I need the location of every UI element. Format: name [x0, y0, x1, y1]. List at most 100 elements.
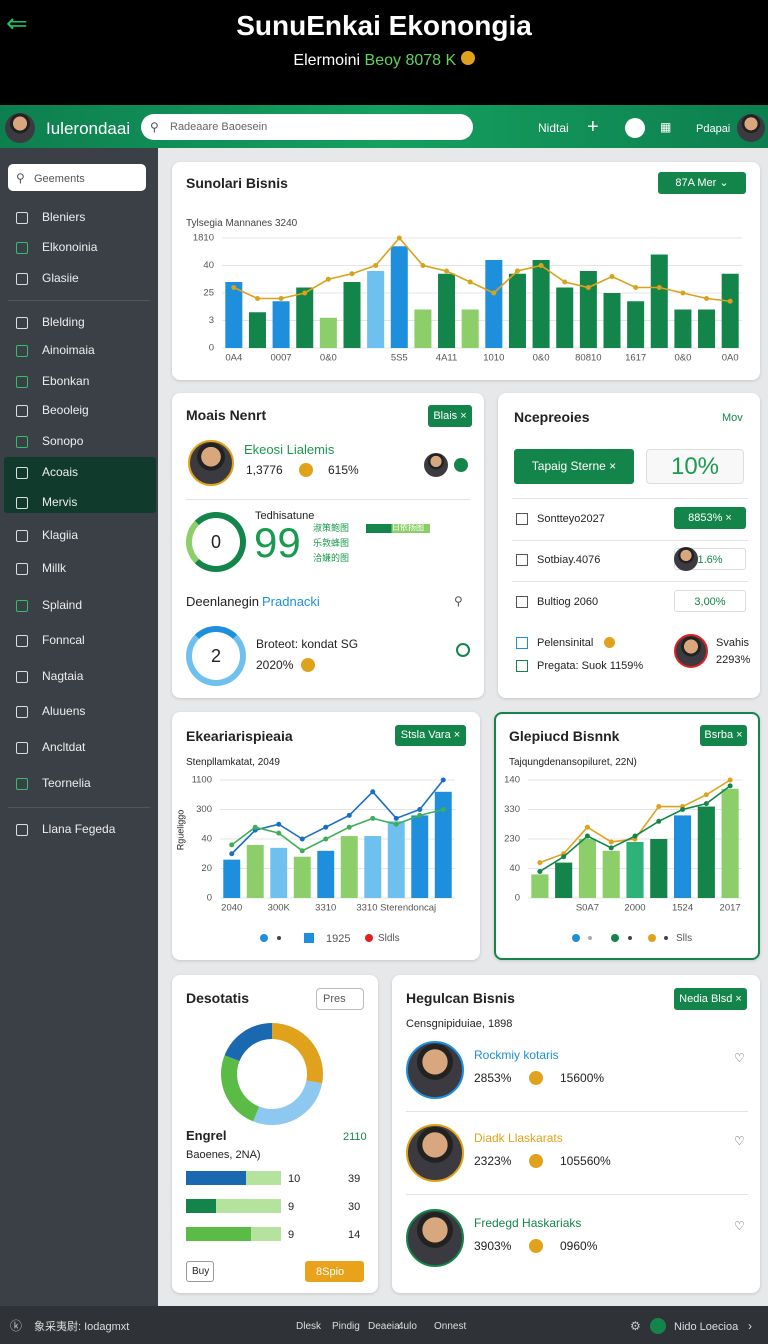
dropdown[interactable]	[316, 988, 364, 1010]
line-point	[491, 290, 497, 296]
card-button[interactable]: 87A Mer ⌄	[658, 172, 746, 194]
heart-icon[interactable]: ♡	[734, 1051, 745, 1065]
sidebar-item[interactable]: Nagtaia	[42, 669, 84, 683]
y-tick-label: 3	[209, 315, 214, 326]
bar	[411, 815, 429, 898]
sidebar-icon	[16, 436, 28, 448]
y-tick-label: 20	[201, 863, 212, 874]
line-point	[467, 279, 473, 285]
emoji	[529, 1071, 543, 1085]
card-badge[interactable]: Nedia Blsd ×	[674, 988, 747, 1010]
sidebar-item[interactable]: Glasiie	[42, 271, 79, 285]
bar	[721, 273, 739, 348]
card-badge[interactable]: Stsla Vara ×	[395, 725, 466, 746]
row-bar	[246, 1171, 281, 1185]
nav-link[interactable]: Nidtai	[538, 121, 569, 135]
sidebar-icon	[16, 405, 28, 417]
nav-avatar[interactable]	[5, 113, 35, 143]
footer-left: 象采夷尉: Iodagmxt	[34, 1321, 130, 1333]
extra-line: Pregata: Suok 1159%	[537, 660, 644, 672]
legend-dot	[277, 936, 281, 940]
sidebar	[0, 148, 158, 1306]
sidebar-item[interactable]: Beooleig	[42, 403, 89, 417]
section-a: Deenlanegin	[186, 594, 260, 609]
user-avatar[interactable]	[737, 114, 765, 142]
brand[interactable]: Iulerondaai	[46, 119, 131, 138]
divider	[406, 1111, 748, 1112]
heart-icon[interactable]: ♡	[734, 1219, 745, 1233]
button-text: 8Spio	[316, 1266, 345, 1278]
footer-chevron[interactable]: ›	[748, 1319, 752, 1333]
line-point	[538, 263, 544, 268]
button[interactable]	[305, 1261, 364, 1282]
link-icon[interactable]: ⚲	[454, 594, 463, 608]
footer-link[interactable]: 4ulo	[398, 1321, 417, 1332]
bar	[270, 847, 288, 898]
search-icon: ⚲	[150, 120, 159, 134]
sidebar-item[interactable]: Elkonoinia	[42, 240, 98, 254]
line-point	[727, 777, 733, 783]
sidebar-item[interactable]: Llana Fegeda	[42, 822, 116, 836]
row-icon	[516, 596, 528, 608]
sidebar-item[interactable]: Mervis	[42, 495, 78, 509]
search-box[interactable]	[141, 114, 473, 140]
emoji	[604, 637, 615, 648]
sidebar-item[interactable]: Bleniers	[42, 210, 86, 224]
sidebar-item[interactable]: Millk	[42, 561, 66, 575]
emoji	[299, 463, 313, 477]
sidebar-item[interactable]: Sonopo	[42, 434, 84, 448]
line-point	[440, 777, 446, 783]
sidebar-item[interactable]: Fonncal	[42, 633, 85, 647]
bar	[319, 317, 337, 348]
sidebar-icon	[16, 467, 28, 479]
sidebar-icon	[16, 824, 28, 836]
line-point	[680, 290, 686, 296]
footer-link[interactable]: Onnest	[434, 1321, 467, 1332]
footer-link[interactable]: Dlesk	[296, 1321, 322, 1332]
back-arrow[interactable]: ⇐	[6, 8, 28, 38]
nav-user[interactable]: Pdapai	[696, 123, 731, 135]
footer-link[interactable]: Pindig	[332, 1321, 360, 1332]
line-point	[252, 824, 258, 830]
x-tick-label: 0&0	[533, 353, 550, 364]
footer-right[interactable]: Nido Loecioa	[674, 1321, 739, 1333]
legend-dot	[572, 934, 580, 942]
line-point	[514, 268, 520, 274]
y-tick-label: 40	[509, 863, 520, 874]
line-point	[393, 815, 399, 821]
sidebar-item[interactable]: Klagiia	[42, 528, 79, 542]
bar	[438, 273, 456, 348]
sidebar-item[interactable]: Blelding	[42, 315, 85, 329]
heart-icon[interactable]: ♡	[734, 1134, 745, 1148]
sidebar-item[interactable]: Acoais	[42, 465, 79, 479]
row-value: 39	[348, 1173, 361, 1185]
sidebar-item[interactable]: Teornelia	[42, 776, 91, 790]
line	[233, 236, 731, 303]
x-tick-label: 3310	[315, 903, 336, 914]
card-link[interactable]: Mov	[722, 412, 743, 424]
price-button[interactable]: Tapaig Sterne ×	[514, 449, 634, 484]
sidebar-item[interactable]: Ancltdat	[42, 740, 86, 754]
line-point	[370, 815, 376, 821]
add-icon[interactable]: +	[587, 116, 599, 138]
bar	[531, 874, 549, 898]
row-bar	[186, 1171, 246, 1185]
sidebar-item[interactable]: Ebonkan	[42, 374, 90, 388]
footer-link[interactable]: Deaeia	[368, 1321, 400, 1332]
sidebar-search[interactable]	[8, 164, 146, 191]
nav-icon[interactable]	[625, 118, 645, 138]
card-badge[interactable]: Bsrba ×	[700, 725, 747, 746]
stat-b: 615%	[328, 463, 359, 477]
legend-label: Sldls	[378, 933, 400, 944]
y-tick-label: 40	[203, 260, 214, 271]
sidebar-icon	[16, 317, 28, 329]
small-avatar	[424, 453, 448, 477]
y-tick-label: 0	[209, 343, 214, 354]
radio[interactable]	[456, 643, 470, 657]
sidebar-item[interactable]: Ainoimaia	[42, 343, 95, 357]
card-badge[interactable]: Blais ×	[428, 405, 472, 427]
sidebar-item[interactable]: Aluuens	[42, 704, 86, 718]
sidebar-item[interactable]: Splaind	[42, 598, 83, 612]
button[interactable]	[186, 1261, 214, 1282]
grid-icon[interactable]: ▦	[660, 120, 672, 134]
